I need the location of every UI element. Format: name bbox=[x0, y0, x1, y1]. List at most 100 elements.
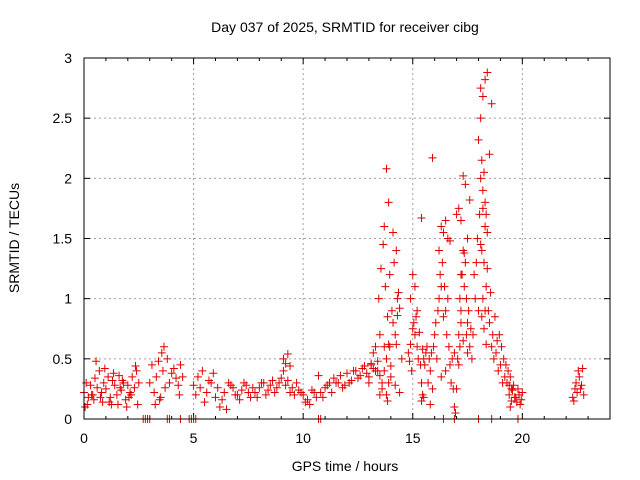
data-point bbox=[318, 393, 327, 402]
data-point bbox=[428, 153, 437, 162]
data-point bbox=[386, 372, 395, 381]
data-point bbox=[424, 378, 433, 387]
data-point bbox=[204, 376, 213, 385]
data-point bbox=[340, 381, 349, 390]
data-point bbox=[134, 378, 143, 387]
data-point bbox=[124, 393, 133, 402]
data-point bbox=[163, 354, 172, 363]
data-point bbox=[375, 371, 384, 380]
data-point bbox=[239, 378, 248, 387]
data-point bbox=[99, 378, 108, 387]
data-point bbox=[277, 374, 286, 383]
data-point bbox=[87, 390, 96, 399]
data-point bbox=[476, 114, 485, 123]
data-point bbox=[261, 390, 270, 399]
data-point bbox=[151, 400, 160, 409]
data-point bbox=[517, 395, 526, 404]
data-point bbox=[420, 360, 429, 369]
data-point bbox=[450, 402, 459, 411]
data-point bbox=[288, 383, 297, 392]
data-point bbox=[367, 360, 376, 369]
data-point bbox=[387, 306, 396, 315]
data-point bbox=[415, 328, 424, 337]
data-point bbox=[132, 366, 141, 375]
data-point bbox=[425, 354, 434, 363]
data-point bbox=[101, 384, 110, 393]
data-point bbox=[472, 258, 481, 267]
data-point bbox=[504, 366, 513, 375]
data-point bbox=[473, 234, 482, 243]
data-point bbox=[467, 354, 476, 363]
data-point bbox=[104, 372, 113, 381]
data-point bbox=[191, 390, 200, 399]
data-point bbox=[476, 84, 485, 93]
data-point bbox=[378, 384, 387, 393]
data-point bbox=[286, 362, 295, 371]
data-point bbox=[172, 374, 181, 383]
data-point bbox=[418, 345, 427, 354]
data-point bbox=[389, 318, 398, 327]
data-point bbox=[118, 376, 127, 385]
data-point bbox=[393, 311, 402, 320]
data-point bbox=[301, 398, 310, 407]
data-point bbox=[345, 378, 354, 387]
data-point bbox=[439, 312, 448, 321]
x-tick-label: 15 bbox=[405, 430, 421, 446]
data-point bbox=[375, 330, 384, 339]
data-point bbox=[237, 386, 246, 395]
data-point bbox=[154, 357, 163, 366]
data-point bbox=[90, 374, 99, 383]
data-point bbox=[446, 236, 455, 245]
data-point bbox=[490, 312, 499, 321]
data-point bbox=[471, 294, 480, 303]
data-point bbox=[413, 306, 422, 315]
y-tick-label: 0.5 bbox=[53, 351, 73, 367]
data-point bbox=[576, 384, 585, 393]
data-point bbox=[478, 186, 487, 195]
data-point bbox=[508, 386, 517, 395]
data-point bbox=[279, 354, 288, 363]
data-point bbox=[494, 366, 503, 375]
data-point bbox=[428, 384, 437, 393]
data-point bbox=[93, 383, 102, 392]
data-point bbox=[431, 318, 440, 327]
data-points bbox=[80, 68, 588, 423]
axis-ticks: 0 5 10 15 20 0 0.5 1 1.5 2 2.5 3 bbox=[53, 50, 610, 446]
data-point bbox=[569, 396, 578, 405]
data-point bbox=[392, 246, 401, 255]
data-point bbox=[323, 381, 332, 390]
data-point bbox=[371, 342, 380, 351]
data-point bbox=[81, 402, 90, 411]
data-point bbox=[92, 357, 101, 366]
data-point bbox=[353, 374, 362, 383]
data-point bbox=[441, 366, 450, 375]
data-point bbox=[446, 360, 455, 369]
data-point bbox=[477, 156, 486, 165]
data-point bbox=[373, 357, 382, 366]
data-point bbox=[482, 282, 491, 291]
data-point bbox=[474, 135, 483, 144]
x-tick-label: 10 bbox=[295, 430, 311, 446]
data-point bbox=[380, 222, 389, 231]
data-point bbox=[391, 381, 400, 390]
data-point bbox=[394, 288, 403, 297]
data-point bbox=[462, 294, 471, 303]
data-point bbox=[198, 366, 207, 375]
data-point bbox=[158, 366, 167, 375]
data-point bbox=[447, 378, 456, 387]
data-point bbox=[410, 282, 419, 291]
y-tick-label: 3 bbox=[64, 50, 72, 66]
data-point bbox=[382, 354, 391, 363]
data-point bbox=[97, 388, 106, 397]
data-point bbox=[412, 312, 421, 321]
data-point bbox=[481, 306, 490, 315]
data-point bbox=[281, 381, 290, 390]
data-point bbox=[454, 204, 463, 213]
data-point bbox=[392, 340, 401, 349]
data-point bbox=[419, 393, 428, 402]
data-point bbox=[459, 171, 468, 180]
data-point bbox=[178, 372, 187, 381]
data-point bbox=[454, 330, 463, 339]
data-point bbox=[461, 258, 470, 267]
